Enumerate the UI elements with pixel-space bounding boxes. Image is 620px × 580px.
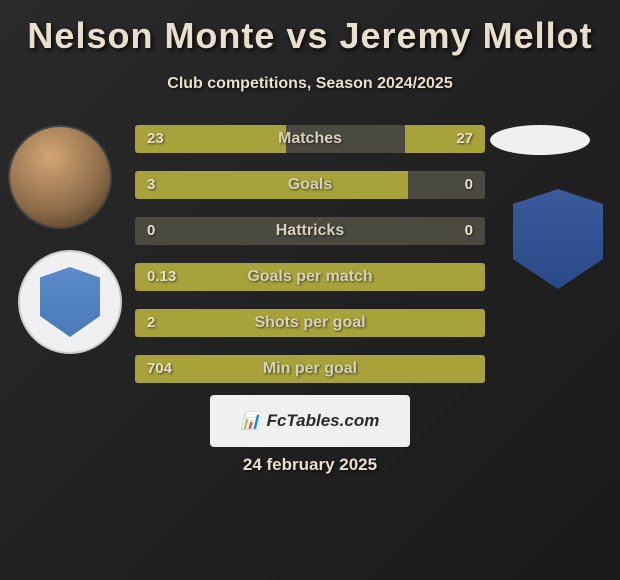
- stat-value-right: 0: [465, 171, 473, 199]
- stat-label: Goals: [135, 171, 485, 199]
- stat-row: 0.13Goals per match: [135, 263, 485, 291]
- stat-label: Min per goal: [135, 355, 485, 383]
- stat-row: 704Min per goal: [135, 355, 485, 383]
- player-photo-left: [8, 125, 112, 229]
- stat-row: 3Goals0: [135, 171, 485, 199]
- watermark-text: FcTables.com: [267, 411, 380, 431]
- stat-label: Shots per goal: [135, 309, 485, 337]
- subtitle: Club competitions, Season 2024/2025: [0, 75, 620, 93]
- club-badge-left: [18, 250, 122, 354]
- club-badge-right: [504, 185, 612, 293]
- stat-label: Goals per match: [135, 263, 485, 291]
- stat-label: Matches: [135, 125, 485, 153]
- stat-value-right: 27: [456, 125, 473, 153]
- stat-row: 0Hattricks0: [135, 217, 485, 245]
- stats-container: 23Matches273Goals00Hattricks00.13Goals p…: [135, 125, 485, 401]
- stat-value-right: 0: [465, 217, 473, 245]
- stat-row: 2Shots per goal: [135, 309, 485, 337]
- stat-label: Hattricks: [135, 217, 485, 245]
- date-text: 24 february 2025: [0, 455, 620, 475]
- player-photo-right: [490, 125, 590, 155]
- stat-row: 23Matches27: [135, 125, 485, 153]
- watermark-badge: 📊 FcTables.com: [210, 395, 410, 447]
- page-title: Nelson Monte vs Jeremy Mellot: [0, 15, 620, 57]
- comparison-card: Nelson Monte vs Jeremy Mellot Club compe…: [0, 0, 620, 580]
- watermark-icon: 📊: [241, 411, 261, 431]
